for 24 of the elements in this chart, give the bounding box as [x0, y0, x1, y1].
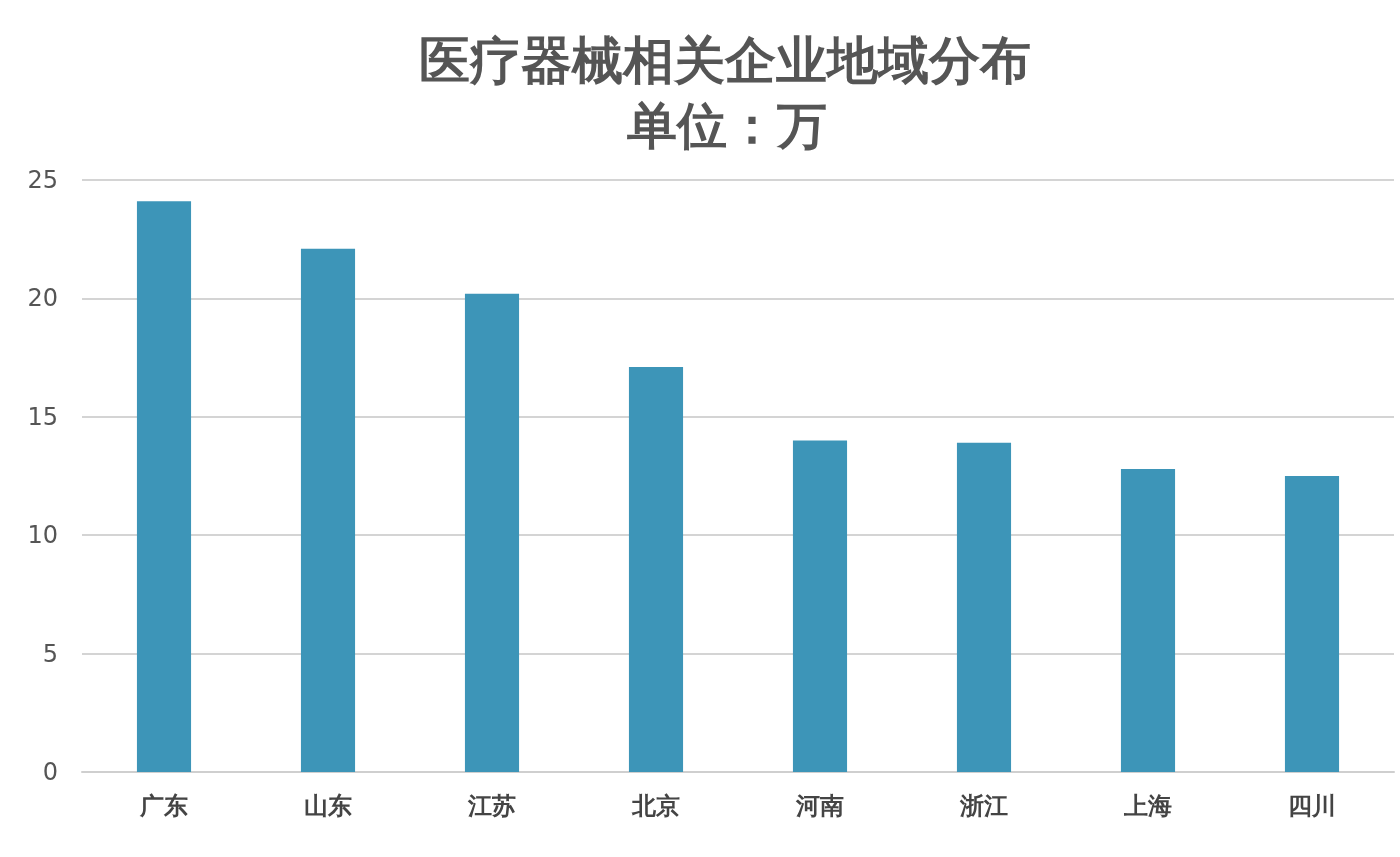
bar: [1120, 468, 1176, 772]
bar: [300, 248, 356, 772]
y-tick-label: 10: [27, 521, 58, 550]
x-tick-label: 浙江: [959, 792, 1008, 820]
bar: [1284, 476, 1340, 772]
x-tick-label: 广东: [139, 792, 188, 820]
bar: [136, 201, 192, 772]
x-tick-label: 四川: [1288, 792, 1336, 820]
bar: [792, 440, 848, 772]
x-tick-label: 山东: [304, 792, 352, 820]
x-tick-label: 北京: [631, 792, 680, 820]
y-tick-label: 15: [27, 402, 58, 431]
y-tick-label: 0: [42, 758, 58, 786]
x-tick-label: 上海: [1123, 792, 1172, 820]
bar: [464, 293, 520, 772]
chart-subtitle: 单位：万: [626, 97, 827, 155]
bar: [628, 367, 684, 772]
bar: [956, 442, 1012, 772]
x-tick-label: 河南: [795, 792, 844, 820]
y-tick-label: 20: [27, 284, 58, 313]
y-tick-label: 25: [27, 166, 58, 194]
y-tick-label: 5: [42, 639, 58, 668]
chart-title: 医疗器械相关企业地域分布: [419, 31, 1031, 90]
x-tick-label: 江苏: [467, 792, 516, 820]
